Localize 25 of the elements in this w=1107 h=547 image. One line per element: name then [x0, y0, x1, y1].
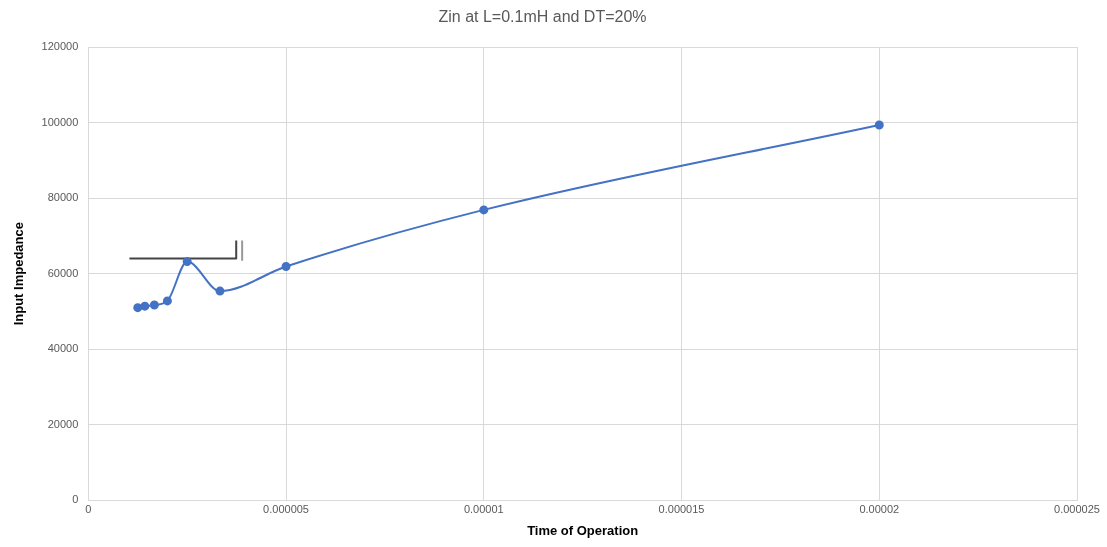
point — [281, 262, 291, 272]
y-tick-label: 120000 — [41, 40, 79, 53]
y-axis-title: Input Impedance — [11, 222, 27, 326]
point — [140, 301, 150, 311]
point — [149, 300, 159, 310]
point — [215, 286, 225, 296]
point — [133, 303, 143, 313]
chart-title: Zin at L=0.1mH and DT=20% — [438, 8, 647, 26]
y-tick-label: 0 — [72, 493, 79, 506]
point — [162, 296, 172, 306]
y-tick-label: 80000 — [47, 191, 79, 204]
x-tick-label: 0.000015 — [658, 502, 705, 515]
y-tick-label: 40000 — [47, 342, 79, 355]
y-tick-label: 100000 — [41, 115, 79, 128]
x-tick-label: 0 — [85, 502, 92, 515]
x-tick-label: 0.00002 — [859, 502, 900, 515]
point — [182, 257, 192, 267]
x-axis-title: Time of Operation — [527, 522, 639, 538]
y-tick-label: 20000 — [47, 417, 79, 430]
point — [874, 120, 884, 130]
x-tick-label: 0.000005 — [263, 502, 309, 515]
x-tick-label: 0.000025 — [1054, 502, 1100, 515]
x-tick-label: 0.00001 — [463, 502, 504, 515]
y-tick-label: 60000 — [47, 266, 79, 279]
point — [479, 205, 489, 215]
